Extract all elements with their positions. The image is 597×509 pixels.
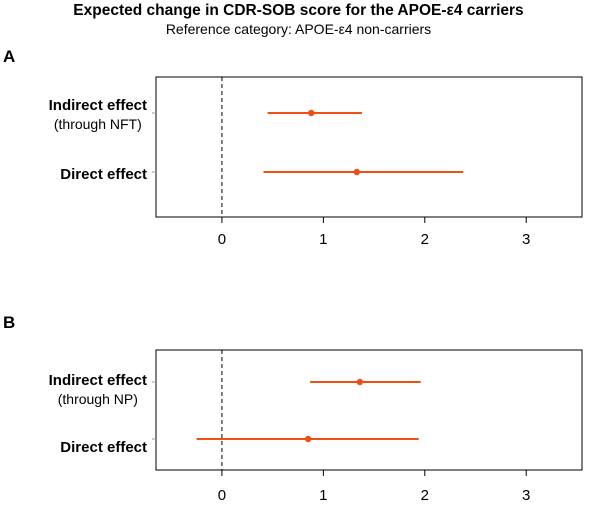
x-tick-label: 0 <box>218 231 226 248</box>
row-label-main: Indirect effect <box>48 97 147 114</box>
point-estimate <box>356 378 364 386</box>
point-estimate <box>353 168 361 176</box>
x-tick-label: 3 <box>522 231 530 248</box>
row-label-main: Indirect effect <box>48 372 147 389</box>
point-estimate <box>307 109 315 117</box>
row-label-main: Direct effect <box>60 166 147 183</box>
x-tick-label: 2 <box>421 487 429 504</box>
panel-a-row-direct-label: Direct effect <box>60 166 147 184</box>
panel-a-plot: 0 1 2 3 <box>152 76 583 248</box>
row-label-sub: (through NFT) <box>53 116 142 132</box>
chart-subtitle: Reference category: APOE-ε4 non-carriers <box>165 21 432 37</box>
point-estimate <box>304 435 312 443</box>
plot-frame <box>155 349 583 471</box>
x-tick-label: 2 <box>421 231 429 248</box>
panel-a-row-indirect-label: Indirect effect (through NFT) <box>49 97 147 133</box>
x-tick-label: 1 <box>319 487 327 504</box>
panel-b-row-indirect-label: Indirect effect (through NP) <box>49 372 147 408</box>
panel-a-label: A <box>3 47 16 66</box>
x-tick-label: 0 <box>218 487 226 504</box>
panel-a: Indirect effect (through NFT) Direct eff… <box>49 76 583 248</box>
plot-frame <box>155 76 583 218</box>
panel-b-row-direct-label: Direct effect <box>60 439 147 457</box>
row-label-main: Direct effect <box>60 439 147 456</box>
x-tick-label: 1 <box>319 231 327 248</box>
row-label-sub: (through NP) <box>57 391 138 407</box>
panel-b-label: B <box>3 313 16 332</box>
x-tick-label: 3 <box>522 487 530 504</box>
chart-title: Expected change in CDR-SOB score for the… <box>73 2 524 19</box>
